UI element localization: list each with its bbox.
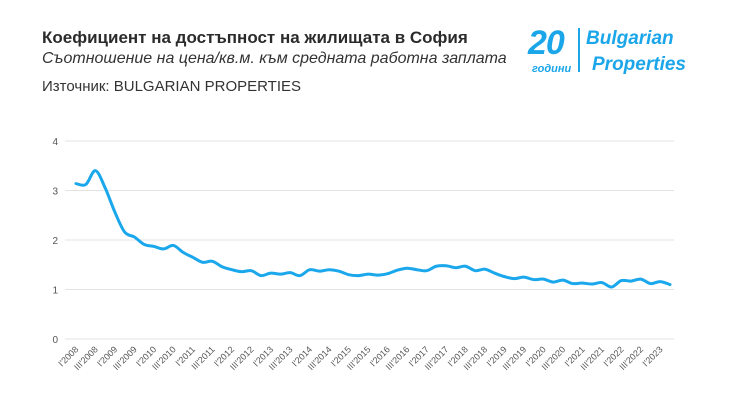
logo-brand-2: Properties xyxy=(592,54,686,75)
data-point xyxy=(386,272,389,275)
y-tick-label: 3 xyxy=(52,187,58,198)
data-point xyxy=(289,271,292,274)
data-point xyxy=(162,247,165,250)
data-point xyxy=(133,236,136,239)
data-point xyxy=(669,283,672,286)
data-point xyxy=(493,272,496,275)
data-point xyxy=(260,274,263,277)
data-point xyxy=(396,269,399,272)
data-point xyxy=(113,211,116,214)
data-point xyxy=(143,243,146,246)
logo-number: 20 xyxy=(527,24,565,62)
data-point xyxy=(630,280,633,283)
data-point xyxy=(522,276,525,279)
data-point xyxy=(406,267,409,270)
data-point xyxy=(600,281,603,284)
data-point xyxy=(279,273,282,276)
data-point xyxy=(298,274,301,277)
data-point xyxy=(269,272,272,275)
data-point xyxy=(250,269,253,272)
data-point xyxy=(532,278,535,281)
data-point xyxy=(123,231,126,234)
data-point xyxy=(94,169,97,172)
data-point xyxy=(221,265,224,268)
data-point xyxy=(75,182,78,185)
y-tick-label: 0 xyxy=(52,335,58,346)
data-point xyxy=(561,279,564,282)
data-point xyxy=(639,278,642,281)
data-point xyxy=(445,264,448,267)
y-tick-label: 1 xyxy=(52,286,58,297)
data-point xyxy=(182,251,185,254)
data-point xyxy=(308,268,311,271)
data-point xyxy=(84,183,87,186)
data-point xyxy=(104,187,107,190)
data-point xyxy=(659,280,662,283)
x-tick-label: I'2023 xyxy=(640,344,664,368)
data-point xyxy=(454,266,457,269)
data-point xyxy=(513,277,516,280)
data-point xyxy=(357,274,360,277)
data-point xyxy=(367,273,370,276)
series-line xyxy=(74,169,672,289)
data-point xyxy=(152,245,155,248)
data-points xyxy=(75,169,672,288)
data-point xyxy=(610,286,613,289)
data-point xyxy=(503,275,506,278)
y-tick-label: 2 xyxy=(52,236,58,247)
data-point xyxy=(542,278,545,281)
logo-years: години xyxy=(532,63,571,75)
data-point xyxy=(230,268,233,271)
data-point xyxy=(474,269,477,272)
data-point xyxy=(337,270,340,273)
data-point xyxy=(240,270,243,273)
data-point xyxy=(201,261,204,264)
logo-brand-1: Bulgarian xyxy=(586,28,674,49)
data-point xyxy=(552,281,555,284)
chart-title: Коефициент на достъпност на жилищата в С… xyxy=(42,28,468,47)
data-point xyxy=(172,244,175,247)
data-point xyxy=(464,265,467,268)
data-point xyxy=(571,282,574,285)
data-point xyxy=(376,274,379,277)
chart-subtitle: Съотношение на цена/кв.м. към средната р… xyxy=(42,50,507,67)
data-point xyxy=(483,268,486,271)
data-point xyxy=(425,269,428,272)
data-point xyxy=(591,283,594,286)
data-point xyxy=(328,268,331,271)
chart-source: Източник: BULGARIAN PROPERTIES xyxy=(42,78,302,95)
data-point xyxy=(318,270,321,273)
logo-divider xyxy=(578,28,580,72)
data-point xyxy=(649,282,652,285)
y-tick-label: 4 xyxy=(52,137,58,148)
data-point xyxy=(347,273,350,276)
data-point xyxy=(581,282,584,285)
data-point xyxy=(415,268,418,271)
data-point xyxy=(620,279,623,282)
bulgarian-properties-logo: 20 години Bulgarian Properties xyxy=(527,24,686,75)
data-point xyxy=(211,260,214,263)
data-point xyxy=(435,265,438,268)
data-point xyxy=(191,256,194,259)
